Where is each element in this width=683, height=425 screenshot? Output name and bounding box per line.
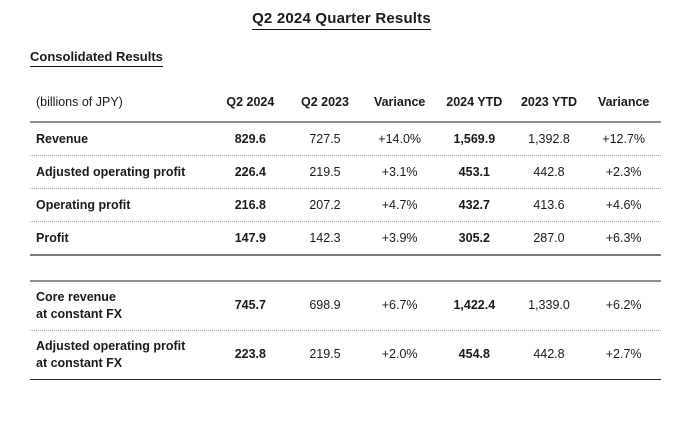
- table-row-adjusted-operating-profit: Adjusted operating profit 226.4 219.5 +3…: [30, 156, 661, 188]
- cell-q2-2024: 147.9: [234, 231, 266, 245]
- row-divider: [30, 188, 661, 189]
- cell-2023-ytd: 413.6: [533, 198, 565, 212]
- cell-variance-ytd: +6.2%: [605, 298, 642, 313]
- cell-variance-q: +14.0%: [378, 132, 422, 146]
- cell-2023-ytd: 1,339.0: [528, 298, 570, 313]
- cell-q2-2024: 226.4: [234, 165, 266, 179]
- cell-q2-2023: 207.2: [309, 198, 341, 212]
- results-table: (billions of JPY) Q2 2024 Q2 2023 Varian…: [30, 85, 661, 380]
- cell-variance-ytd: +4.6%: [605, 198, 642, 212]
- table-row-profit: Profit 147.9 142.3 +3.9% 305.2 287.0 +6.…: [30, 222, 661, 254]
- row-label-line2: at constant FX: [36, 306, 123, 321]
- cell-2024-ytd: 305.2: [458, 231, 490, 245]
- table-header-row: (billions of JPY) Q2 2024 Q2 2023 Varian…: [30, 85, 661, 121]
- row-label-line1: Adjusted operating profit: [36, 338, 186, 353]
- header-divider: [30, 121, 661, 123]
- column-header-2024-ytd: 2024 YTD: [446, 95, 503, 109]
- cell-2024-ytd: 453.1: [458, 165, 490, 179]
- section-heading: Consolidated Results: [30, 49, 163, 67]
- cell-2023-ytd: 442.8: [533, 165, 565, 179]
- cell-q2-2024: 745.7: [234, 298, 266, 313]
- table-row-operating-profit: Operating profit 216.8 207.2 +4.7% 432.7…: [30, 189, 661, 221]
- row-label: Adjusted operating profit at constant FX: [30, 338, 213, 372]
- column-header-2023-ytd: 2023 YTD: [520, 95, 578, 109]
- table-row-revenue: Revenue 829.6 727.5 +14.0% 1,569.9 1,392…: [30, 123, 661, 155]
- subtitle-wrap: Consolidated Results: [30, 48, 683, 67]
- cell-2024-ytd: 1,569.9: [453, 132, 496, 146]
- cell-variance-q: +4.7%: [381, 198, 418, 212]
- table-row-adjusted-operating-profit-constant-fx: Adjusted operating profit at constant FX…: [30, 331, 661, 379]
- cell-2023-ytd: 442.8: [533, 347, 565, 362]
- column-header-variance-q: Variance: [373, 95, 426, 109]
- row-label-line1: Core revenue: [36, 290, 116, 304]
- cell-q2-2024: 829.6: [234, 132, 266, 146]
- cell-2024-ytd: 454.8: [458, 347, 490, 362]
- cell-2024-ytd: 432.7: [458, 198, 490, 212]
- section-divider-bottom: [30, 254, 661, 256]
- cell-variance-q: +6.7%: [381, 298, 418, 313]
- cell-variance-q: +3.1%: [381, 165, 418, 179]
- row-label-line2: at constant FX: [36, 355, 123, 370]
- row-label: Adjusted operating profit: [36, 165, 186, 179]
- section-gap: [30, 256, 661, 280]
- unit-label: (billions of JPY): [36, 95, 123, 109]
- cell-2023-ytd: 287.0: [533, 231, 565, 245]
- cell-variance-ytd: +12.7%: [602, 132, 646, 146]
- cell-q2-2023: 142.3: [309, 231, 341, 245]
- row-label: Core revenue at constant FX: [30, 289, 213, 323]
- page-title: Q2 2024 Quarter Results: [252, 10, 431, 30]
- cell-variance-ytd: +2.3%: [605, 165, 642, 179]
- cell-variance-q: +3.9%: [381, 231, 418, 245]
- cell-variance-ytd: +6.3%: [605, 231, 642, 245]
- cell-2024-ytd: 1,422.4: [453, 298, 496, 313]
- table-bottom-border: [30, 378, 661, 380]
- row-divider: [30, 155, 661, 156]
- column-header-variance-ytd: Variance: [597, 95, 650, 109]
- table-row-core-revenue-constant-fx: Core revenue at constant FX 745.7 698.9 …: [30, 282, 661, 330]
- cell-2023-ytd: 1,392.8: [528, 132, 570, 146]
- section-divider-top: [30, 280, 661, 282]
- cell-q2-2023: 698.9: [309, 298, 341, 313]
- cell-q2-2024: 223.8: [234, 347, 266, 362]
- cell-variance-q: +2.0%: [381, 347, 418, 362]
- row-label: Profit: [36, 231, 69, 245]
- cell-q2-2024: 216.8: [234, 198, 266, 212]
- column-header-q2-2024: Q2 2024: [226, 95, 275, 109]
- row-divider: [30, 329, 661, 331]
- row-label: Operating profit: [36, 198, 131, 212]
- cell-q2-2023: 219.5: [309, 347, 341, 362]
- row-label: Revenue: [36, 132, 89, 146]
- row-divider: [30, 221, 661, 222]
- column-header-q2-2023: Q2 2023: [301, 95, 349, 109]
- title-wrap: Q2 2024 Quarter Results: [0, 10, 683, 30]
- cell-q2-2023: 219.5: [309, 165, 341, 179]
- cell-variance-ytd: +2.7%: [605, 347, 642, 362]
- cell-q2-2023: 727.5: [309, 132, 341, 146]
